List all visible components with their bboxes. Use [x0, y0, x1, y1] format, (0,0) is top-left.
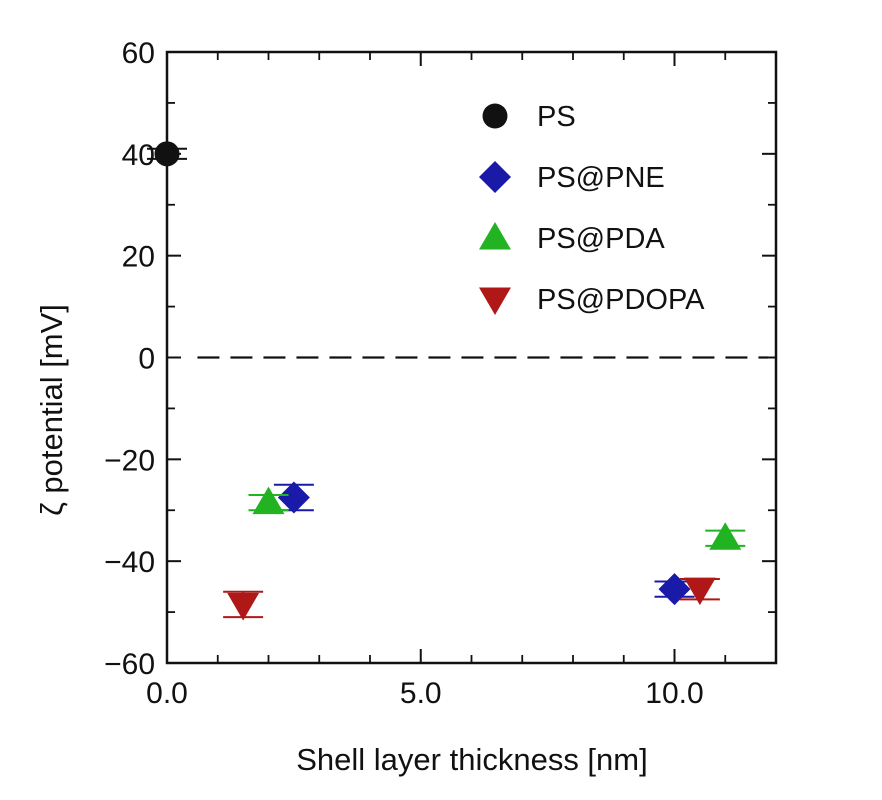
y-axis-title: ζ potential [mV]: [34, 304, 69, 516]
y-tick-label: 40: [122, 139, 155, 172]
legend-label-ps-pda: PS@PDA: [537, 223, 665, 255]
point-ps-pda: [248, 486, 289, 515]
x-tick-label: 10.0: [645, 677, 703, 710]
marker-ps-pdopa: [227, 592, 260, 621]
legend-label-ps-pne: PS@PNE: [537, 162, 665, 194]
y-tick-label: −60: [104, 648, 155, 681]
y-tick-label: 60: [122, 37, 155, 70]
x-tick-label: 5.0: [400, 677, 442, 710]
x-tick-label: 0.0: [146, 677, 188, 710]
point-ps-pdopa: [223, 590, 264, 621]
axes: 60 40 20 0 −20 −40 −600.0 5.0 10.0: [104, 37, 778, 710]
y-tick-label: −40: [104, 546, 155, 579]
marker-ps-pne: [658, 573, 691, 606]
marker-ps: [154, 141, 180, 167]
y-tick-label: 20: [122, 241, 155, 274]
marker-ps-pdopa: [683, 577, 716, 606]
marker-ps-pda: [252, 486, 285, 515]
y-tick-label: 0: [138, 343, 155, 376]
point-ps-pdopa: [679, 577, 720, 606]
legend: PS PS@PNE PS@PDA PS@PDOPA: [479, 101, 705, 316]
x-axis-title: Shell layer thickness [nm]: [296, 742, 647, 777]
y-tick-label: −20: [104, 444, 155, 477]
legend-marker-ps: [482, 103, 508, 129]
data-points: [147, 141, 746, 621]
legend-label-ps: PS: [537, 101, 576, 133]
legend-marker-ps-pda: [479, 222, 511, 250]
marker-ps-pne: [277, 481, 310, 514]
legend-marker-ps-pne: [479, 161, 511, 193]
point-ps: [147, 141, 187, 167]
point-ps-pda: [705, 522, 746, 550]
marker-ps-pda: [709, 522, 742, 550]
legend-label-ps-pdopa: PS@PDOPA: [537, 284, 705, 316]
legend-marker-ps-pdopa: [479, 287, 511, 315]
